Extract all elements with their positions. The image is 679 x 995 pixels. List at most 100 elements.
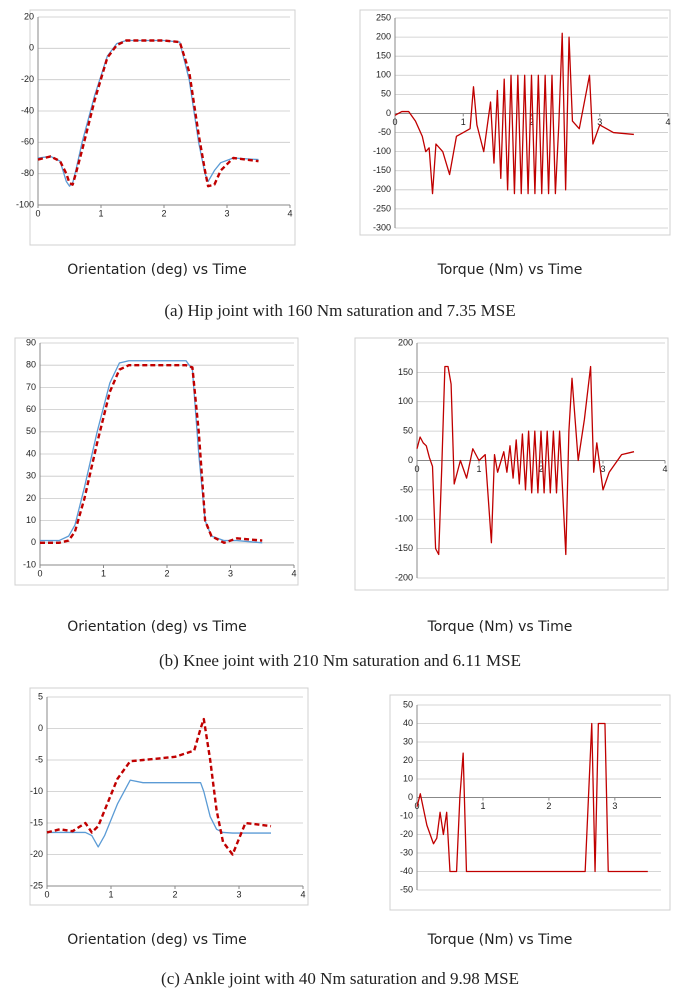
y-tick-label: 0 (408, 792, 413, 802)
y-tick-label: -100 (16, 199, 34, 209)
y-tick-label: 20 (26, 493, 36, 503)
y-tick-label: 40 (403, 718, 413, 728)
y-tick-label: 0 (408, 455, 413, 465)
y-tick-label: 80 (26, 360, 36, 370)
x-tick-label: 2 (161, 208, 166, 218)
y-tick-label: 30 (403, 736, 413, 746)
chart-title: Torque (Nm) vs Time (427, 619, 573, 635)
x-tick-label: 4 (287, 208, 292, 218)
y-tick-label: 40 (26, 448, 36, 458)
chart-frame (14, 337, 299, 586)
data-line (394, 32, 634, 195)
y-tick-label: -200 (373, 184, 391, 194)
chart-title: Torque (Nm) vs Time (427, 932, 573, 948)
y-tick-label: -200 (395, 572, 413, 582)
y-tick-label: 90 (26, 337, 36, 347)
x-tick-label: 1 (108, 889, 113, 899)
x-tick-label: 4 (291, 568, 296, 578)
y-tick-label: 250 (376, 12, 391, 22)
y-tick-label: -20 (400, 829, 413, 839)
y-tick-label: -10 (30, 786, 43, 796)
y-tick-label: -300 (373, 222, 391, 232)
x-tick-label: 3 (224, 208, 229, 218)
y-tick-label: -60 (21, 137, 34, 147)
y-tick-label: -50 (378, 127, 391, 137)
caption: (b) Knee joint with 210 Nm saturation an… (159, 651, 521, 670)
y-tick-label: -80 (21, 168, 34, 178)
x-tick-label: 1 (461, 117, 466, 127)
chart-frame (29, 9, 296, 246)
y-tick-label: 150 (376, 51, 391, 61)
y-tick-label: 150 (398, 367, 413, 377)
x-tick-label: 3 (597, 117, 602, 127)
y-tick-label: 200 (376, 31, 391, 41)
y-tick-label: 70 (26, 382, 36, 392)
x-tick-label: 0 (35, 208, 40, 218)
caption: (c) Ankle joint with 40 Nm saturation an… (161, 969, 519, 988)
y-tick-label: 5 (38, 691, 43, 701)
y-tick-label: 20 (24, 11, 34, 21)
y-tick-label: -150 (395, 543, 413, 553)
y-tick-label: -50 (400, 484, 413, 494)
x-tick-label: 3 (236, 889, 241, 899)
y-tick-label: -250 (373, 203, 391, 213)
y-tick-label: 200 (398, 337, 413, 347)
x-tick-label: 3 (600, 464, 605, 474)
x-tick-label: 1 (480, 801, 485, 811)
x-tick-label: 0 (44, 889, 49, 899)
chart-frame (359, 9, 671, 236)
y-tick-label: 100 (376, 70, 391, 80)
y-tick-label: 50 (403, 699, 413, 709)
y-tick-label: -40 (400, 866, 413, 876)
data-line (37, 39, 259, 188)
x-tick-label: 2 (164, 568, 169, 578)
x-tick-label: 2 (546, 801, 551, 811)
chart-title: Orientation (deg) vs Time (67, 619, 247, 635)
y-tick-label: -100 (395, 514, 413, 524)
x-tick-label: 2 (529, 117, 534, 127)
y-tick-label: 0 (386, 108, 391, 118)
y-tick-label: 0 (29, 43, 34, 53)
data-line (416, 722, 648, 873)
y-tick-label: -5 (35, 754, 43, 764)
y-tick-label: -15 (30, 817, 43, 827)
y-tick-label: 50 (403, 426, 413, 436)
data-line (416, 365, 635, 556)
x-tick-label: 4 (300, 889, 305, 899)
chart-title: Orientation (deg) vs Time (67, 932, 247, 948)
y-tick-label: 10 (26, 515, 36, 525)
x-tick-label: 1 (98, 208, 103, 218)
x-tick-label: 3 (612, 801, 617, 811)
y-tick-label: 0 (38, 723, 43, 733)
caption: (a) Hip joint with 160 Nm saturation and… (164, 301, 515, 320)
y-tick-label: -50 (400, 884, 413, 894)
y-tick-label: -25 (30, 880, 43, 890)
chart-frame (29, 687, 309, 906)
x-tick-label: 4 (665, 117, 670, 127)
x-tick-label: 1 (101, 568, 106, 578)
x-tick-label: 1 (476, 464, 481, 474)
y-tick-label: 60 (26, 404, 36, 414)
x-tick-label: 0 (37, 568, 42, 578)
x-tick-label: 0 (414, 464, 419, 474)
x-tick-label: 0 (392, 117, 397, 127)
y-tick-label: -10 (400, 810, 413, 820)
y-tick-label: -20 (21, 74, 34, 84)
y-tick-label: 50 (26, 426, 36, 436)
x-tick-label: 2 (172, 889, 177, 899)
chart-title: Orientation (deg) vs Time (67, 262, 247, 278)
x-tick-label: 2 (538, 464, 543, 474)
y-tick-label: -100 (373, 146, 391, 156)
y-tick-label: -150 (373, 165, 391, 175)
chart-title: Torque (Nm) vs Time (437, 262, 583, 278)
y-tick-label: 0 (31, 537, 36, 547)
y-tick-label: -40 (21, 105, 34, 115)
x-tick-label: 3 (228, 568, 233, 578)
data-line (40, 360, 263, 544)
data-line (46, 717, 272, 856)
x-tick-label: 4 (662, 464, 667, 474)
y-tick-label: 30 (26, 471, 36, 481)
y-tick-label: -20 (30, 849, 43, 859)
y-tick-label: 20 (403, 755, 413, 765)
